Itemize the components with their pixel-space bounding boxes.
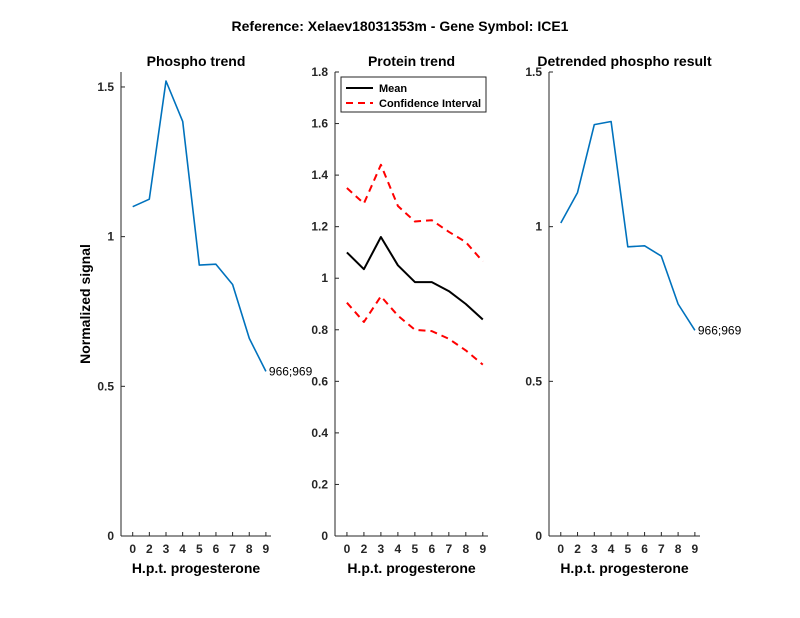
legend-box — [340, 76, 487, 113]
series-line-2 — [346, 163, 484, 263]
x-tick-label: 2 — [574, 542, 581, 556]
x-tick-label: 6 — [429, 542, 436, 556]
point-annotation: 966;969 — [269, 364, 313, 378]
y-tick-label: 1.4 — [311, 168, 328, 182]
x-axis-label: H.p.t. progesterone — [347, 560, 476, 576]
x-tick-label: 9 — [479, 542, 486, 556]
y-tick-label: 1.5 — [97, 80, 114, 94]
legend-entry: Mean — [379, 83, 407, 95]
x-tick-label: 3 — [378, 542, 385, 556]
y-tick-label: 1 — [535, 220, 542, 234]
series-line-1 — [346, 236, 484, 321]
panel-title: Phospho trend — [147, 53, 246, 69]
y-axis-label: Normalized signal — [77, 244, 93, 364]
figure-suptitle: Reference: Xelaev18031353m - Gene Symbol… — [232, 18, 569, 34]
series-line-3 — [346, 295, 484, 366]
y-tick-label: 1.2 — [311, 220, 328, 234]
panels: Phospho trend H.p.t. progesterone Normaliz… — [77, 53, 742, 576]
point-annotation: 966;969 — [698, 323, 742, 337]
panel-3: Detrended phospho result H.p.t. progester… — [525, 53, 741, 576]
panel-2: Protein trend H.p.t. progesterone 0 0.2 0.4 0… — [311, 53, 488, 576]
y-tick-label: 0.5 — [97, 379, 114, 393]
x-axis-label: H.p.t. progesterone — [132, 560, 261, 576]
x-tick-label: 0 — [129, 542, 136, 556]
y-tick-label: 1 — [321, 271, 328, 285]
x-tick-label: 5 — [412, 542, 419, 556]
x-tick-label: 8 — [675, 542, 682, 556]
x-axis-label: H.p.t. progesterone — [560, 560, 689, 576]
y-tick-label: 0.5 — [525, 374, 542, 388]
legend: Mean Confidence Interval — [340, 76, 487, 113]
panel-title: Detrended phospho result — [537, 53, 712, 69]
y-tick-label: 0.6 — [311, 374, 328, 388]
y-tick-label: 0.8 — [311, 323, 328, 337]
x-tick-label: 7 — [229, 542, 236, 556]
x-tick-label: 5 — [624, 542, 631, 556]
x-tick-label: 0 — [344, 542, 351, 556]
y-tick-label: 1.8 — [311, 65, 328, 79]
x-tick-label: 0 — [557, 542, 564, 556]
x-tick-label: 3 — [163, 542, 170, 556]
y-tick-label: 0.4 — [311, 426, 328, 440]
y-tick-label: 1.6 — [311, 117, 328, 131]
panel-1: Phospho trend H.p.t. progesterone Normaliz… — [77, 53, 313, 576]
y-tick-label: 1.5 — [525, 65, 542, 79]
y-tick-label: 0 — [535, 529, 542, 543]
series-line-1 — [560, 120, 696, 331]
series-line-1 — [132, 80, 267, 372]
x-tick-label: 9 — [692, 542, 699, 556]
x-tick-label: 4 — [179, 542, 186, 556]
x-tick-label: 2 — [146, 542, 153, 556]
x-tick-label: 7 — [445, 542, 452, 556]
x-tick-label: 6 — [213, 542, 220, 556]
x-tick-label: 7 — [658, 542, 665, 556]
y-tick-label: 0 — [107, 529, 114, 543]
x-tick-label: 9 — [263, 542, 270, 556]
x-tick-label: 2 — [361, 542, 368, 556]
x-tick-label: 6 — [641, 542, 648, 556]
x-tick-label: 3 — [591, 542, 598, 556]
x-tick-label: 8 — [246, 542, 253, 556]
x-tick-label: 8 — [462, 542, 469, 556]
y-tick-label: 0 — [321, 529, 328, 543]
x-tick-label: 4 — [608, 542, 615, 556]
x-tick-label: 4 — [395, 542, 402, 556]
legend-entry: Confidence Interval — [379, 98, 481, 110]
y-tick-label: 1 — [107, 230, 114, 244]
panel-title: Protein trend — [368, 53, 455, 69]
y-tick-label: 0.2 — [311, 477, 328, 491]
x-tick-label: 5 — [196, 542, 203, 556]
